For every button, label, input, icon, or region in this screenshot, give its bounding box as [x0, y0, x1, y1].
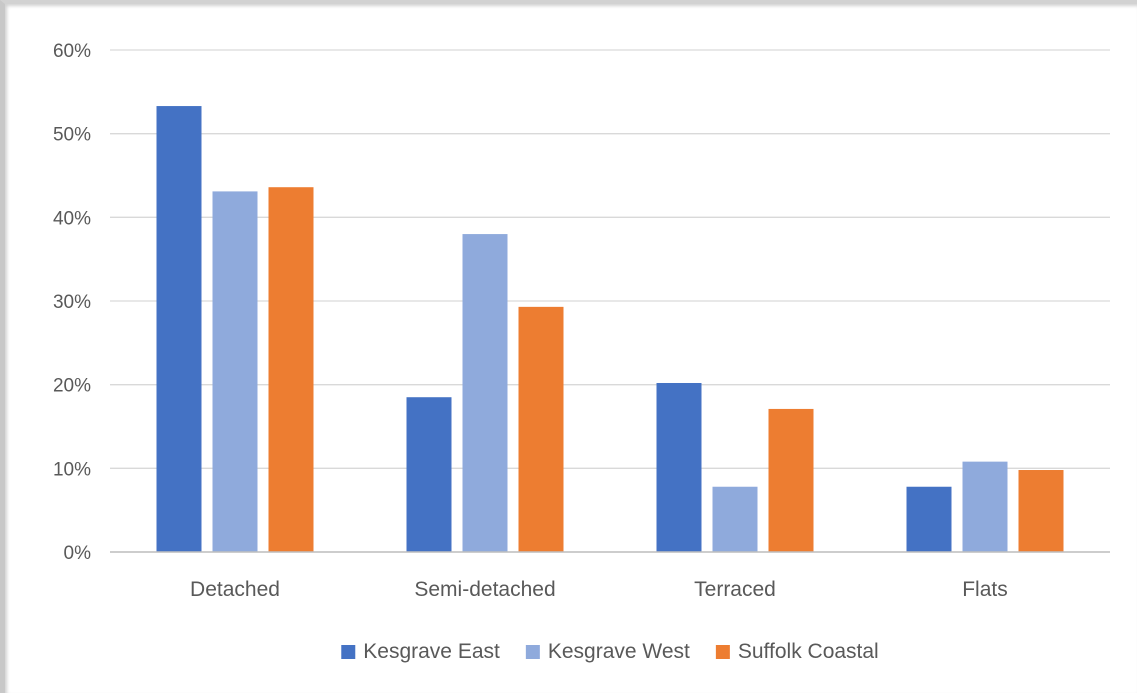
bar-kesgrave-west-detached: [212, 191, 258, 552]
x-category-label: Semi-detached: [414, 578, 555, 601]
bar-kesgrave-west-terraced: [712, 486, 758, 552]
y-tick-label: 30%: [53, 292, 91, 313]
x-category-label: Flats: [962, 578, 1008, 601]
legend-swatch: [715, 645, 730, 659]
legend-label: Suffolk Coastal: [738, 640, 879, 663]
bar-kesgrave-west-semi-detached: [462, 234, 508, 553]
y-tick-label: 40%: [53, 208, 91, 229]
bar-kesgrave-east-semi-detached: [406, 397, 452, 552]
bar-suffolk-coastal-terraced: [768, 408, 814, 552]
legend-item: Suffolk Coastal: [715, 640, 879, 663]
bars: [156, 106, 1064, 553]
y-tick-label: 60%: [53, 41, 91, 62]
y-tick-label: 50%: [53, 125, 91, 146]
gridlines: [110, 49, 1110, 553]
bar-suffolk-coastal-detached: [268, 187, 314, 553]
y-axis: 0% 10% 20% 30% 40% 50% 60%: [53, 41, 91, 564]
legend-item: Kesgrave East: [341, 640, 500, 663]
y-tick-label: 20%: [53, 376, 91, 397]
x-category-label: Detached: [190, 578, 280, 601]
x-axis: Detached Semi-detached Terraced Flats: [110, 551, 1110, 601]
legend-item: Kesgrave West: [525, 640, 690, 663]
legend-swatch: [341, 645, 356, 659]
bar-suffolk-coastal-semi-detached: [518, 306, 564, 552]
bar-kesgrave-west-flats: [962, 461, 1008, 552]
legend: Kesgrave East Kesgrave West Suffolk Coasta…: [341, 640, 879, 663]
legend-label: Kesgrave East: [363, 640, 500, 663]
bar-kesgrave-east-detached: [156, 106, 202, 552]
bar-kesgrave-east-flats: [906, 486, 952, 552]
legend-swatch: [525, 645, 540, 659]
bar-kesgrave-east-terraced: [656, 382, 702, 552]
legend-label: Kesgrave West: [548, 640, 690, 663]
y-tick-label: 0%: [64, 543, 92, 564]
y-tick-label: 10%: [53, 459, 91, 480]
bar-suffolk-coastal-flats: [1018, 470, 1064, 552]
bar-chart: 0% 10% 20% 30% 40% 50% 60% Detached Semi-detach…: [53, 41, 1110, 663]
x-category-label: Terraced: [694, 578, 776, 601]
